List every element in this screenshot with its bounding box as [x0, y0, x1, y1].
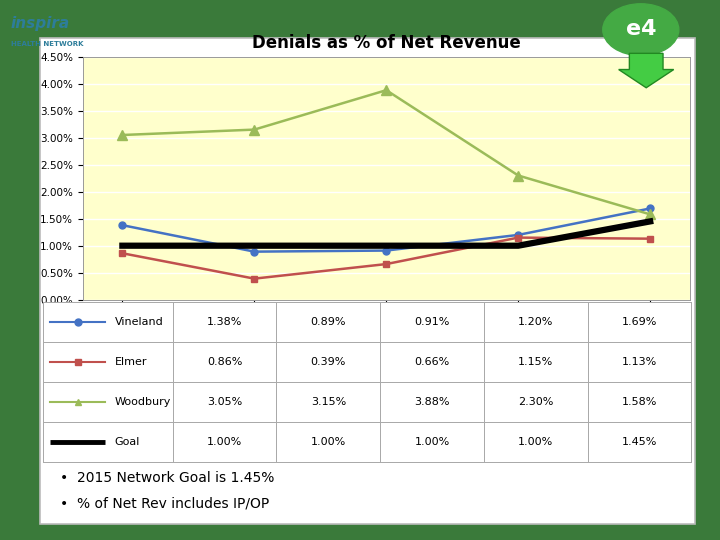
Bar — [173, 302, 276, 342]
Bar — [173, 422, 276, 462]
Text: 0.91%: 0.91% — [414, 318, 450, 327]
Bar — [43, 422, 173, 462]
Bar — [380, 302, 484, 342]
Text: 0.66%: 0.66% — [415, 357, 449, 367]
Bar — [43, 302, 173, 342]
Text: Elmer: Elmer — [114, 357, 147, 367]
Text: 1.58%: 1.58% — [621, 397, 657, 407]
Bar — [276, 382, 380, 422]
Text: 1.13%: 1.13% — [622, 357, 657, 367]
Bar — [588, 422, 691, 462]
Bar — [380, 422, 484, 462]
Bar — [588, 342, 691, 382]
Bar — [276, 422, 380, 462]
Text: 1.38%: 1.38% — [207, 318, 243, 327]
Text: 1.20%: 1.20% — [518, 318, 554, 327]
Text: 3.88%: 3.88% — [414, 397, 450, 407]
Text: 1.15%: 1.15% — [518, 357, 553, 367]
Bar — [43, 382, 691, 422]
Bar — [588, 382, 691, 422]
Text: 0.86%: 0.86% — [207, 357, 243, 367]
Bar — [588, 302, 691, 342]
Text: e4: e4 — [626, 18, 656, 39]
Text: 3.05%: 3.05% — [207, 397, 242, 407]
Bar — [276, 302, 380, 342]
Text: inspira: inspira — [11, 16, 70, 31]
Text: Goal: Goal — [114, 437, 140, 447]
Bar — [173, 382, 276, 422]
Text: 1.69%: 1.69% — [621, 318, 657, 327]
Bar — [43, 382, 173, 422]
Bar — [43, 342, 691, 382]
Bar — [484, 422, 588, 462]
Bar — [484, 382, 588, 422]
Bar — [173, 342, 276, 382]
Text: HEALTH NETWORK: HEALTH NETWORK — [11, 41, 84, 47]
Text: 0.39%: 0.39% — [310, 357, 346, 367]
Bar — [484, 302, 588, 342]
Text: 1.00%: 1.00% — [311, 437, 346, 447]
Text: Woodbury: Woodbury — [114, 397, 171, 407]
Text: 1.00%: 1.00% — [518, 437, 553, 447]
FancyArrow shape — [618, 53, 674, 87]
Text: 3.15%: 3.15% — [311, 397, 346, 407]
Bar — [276, 342, 380, 382]
Text: •  % of Net Rev includes IP/OP: • % of Net Rev includes IP/OP — [60, 496, 269, 510]
Text: 0.89%: 0.89% — [310, 318, 346, 327]
Bar — [43, 302, 691, 342]
Bar — [484, 342, 588, 382]
Text: 1.00%: 1.00% — [415, 437, 449, 447]
Bar — [380, 342, 484, 382]
Text: •  2015 Network Goal is 1.45%: • 2015 Network Goal is 1.45% — [60, 471, 274, 485]
Bar — [380, 382, 484, 422]
Circle shape — [603, 4, 679, 56]
Title: Denials as % of Net Revenue: Denials as % of Net Revenue — [252, 35, 521, 52]
Text: 2.30%: 2.30% — [518, 397, 554, 407]
Text: Vineland: Vineland — [114, 318, 163, 327]
Text: 1.00%: 1.00% — [207, 437, 242, 447]
Bar — [43, 342, 173, 382]
Bar — [43, 422, 691, 462]
Text: 1.45%: 1.45% — [621, 437, 657, 447]
